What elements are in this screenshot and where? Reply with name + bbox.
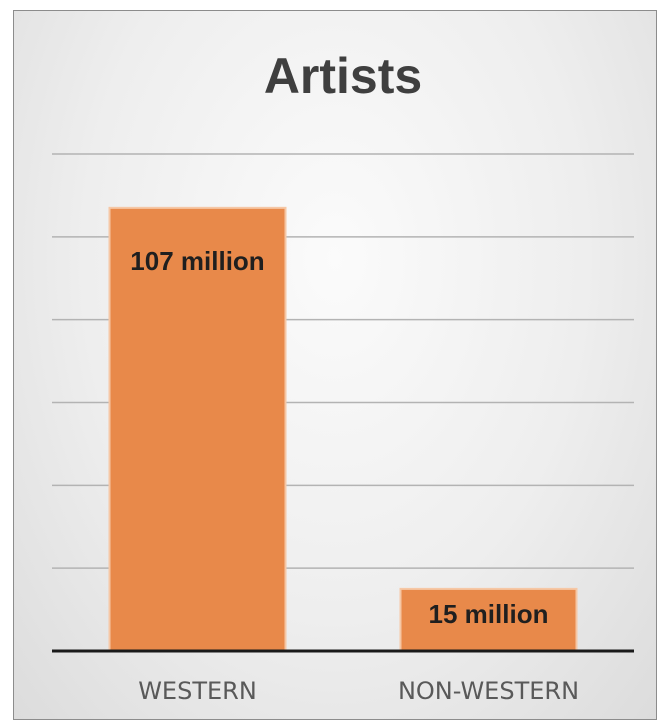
x-tick-label: WESTERN [138, 677, 257, 705]
x-tick-label: NON-WESTERN [398, 677, 579, 705]
bar-western [108, 206, 287, 652]
labels: 107 million WESTERN 15 million NON-WESTERN [130, 246, 579, 705]
chart-title: Artists [264, 48, 422, 104]
data-label: 15 million [429, 599, 549, 629]
bars [108, 206, 578, 652]
data-label: 107 million [130, 246, 264, 276]
bar-non-western [399, 587, 578, 652]
